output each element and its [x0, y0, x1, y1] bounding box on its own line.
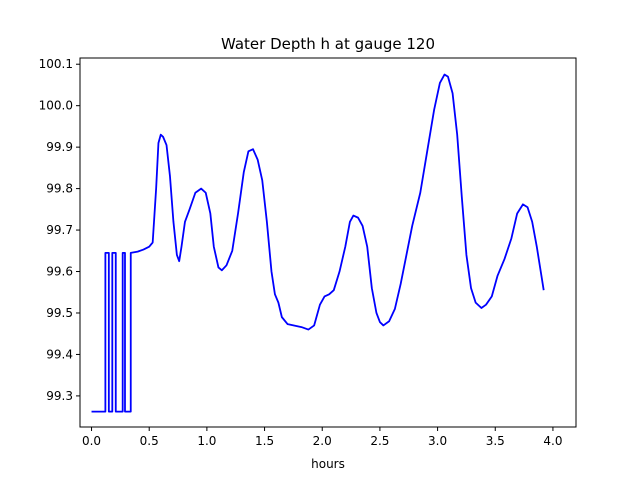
x-axis: 0.0 0.5 1.0 1.5 2.0 2.5 3.0 3.5 4.0: [82, 427, 562, 448]
x-tick-label: 2.0: [313, 434, 332, 448]
x-tick-label: 1.0: [197, 434, 216, 448]
x-tick-label: 0.5: [140, 434, 159, 448]
y-tick-label: 100.1: [39, 57, 73, 71]
x-axis-label: hours: [311, 457, 345, 471]
series-line-0: [91, 73, 545, 413]
x-tick-label: 1.5: [255, 434, 274, 448]
y-tick-label: 100.0: [39, 99, 73, 113]
x-tick-label: 4.0: [543, 434, 562, 448]
y-tick-label: 99.3: [46, 389, 73, 403]
y-tick-label: 99.7: [46, 223, 73, 237]
y-tick-label: 99.9: [46, 140, 73, 154]
x-tick-label: 0.0: [82, 434, 101, 448]
plot-frame: [79, 57, 577, 428]
chart-title: Water Depth h at gauge 120: [221, 35, 435, 53]
x-tick-label: 3.5: [486, 434, 505, 448]
y-axis: 99.3 99.4 99.5 99.6 99.7 99.8 99.9 100.0 100.1: [39, 57, 80, 403]
y-tick-label: 99.4: [46, 347, 73, 361]
y-tick-label: 99.8: [46, 182, 73, 196]
y-tick-label: 99.6: [46, 265, 73, 279]
x-tick-label: 3.0: [428, 434, 447, 448]
x-tick-label: 2.5: [370, 434, 389, 448]
y-tick-label: 99.5: [46, 306, 73, 320]
